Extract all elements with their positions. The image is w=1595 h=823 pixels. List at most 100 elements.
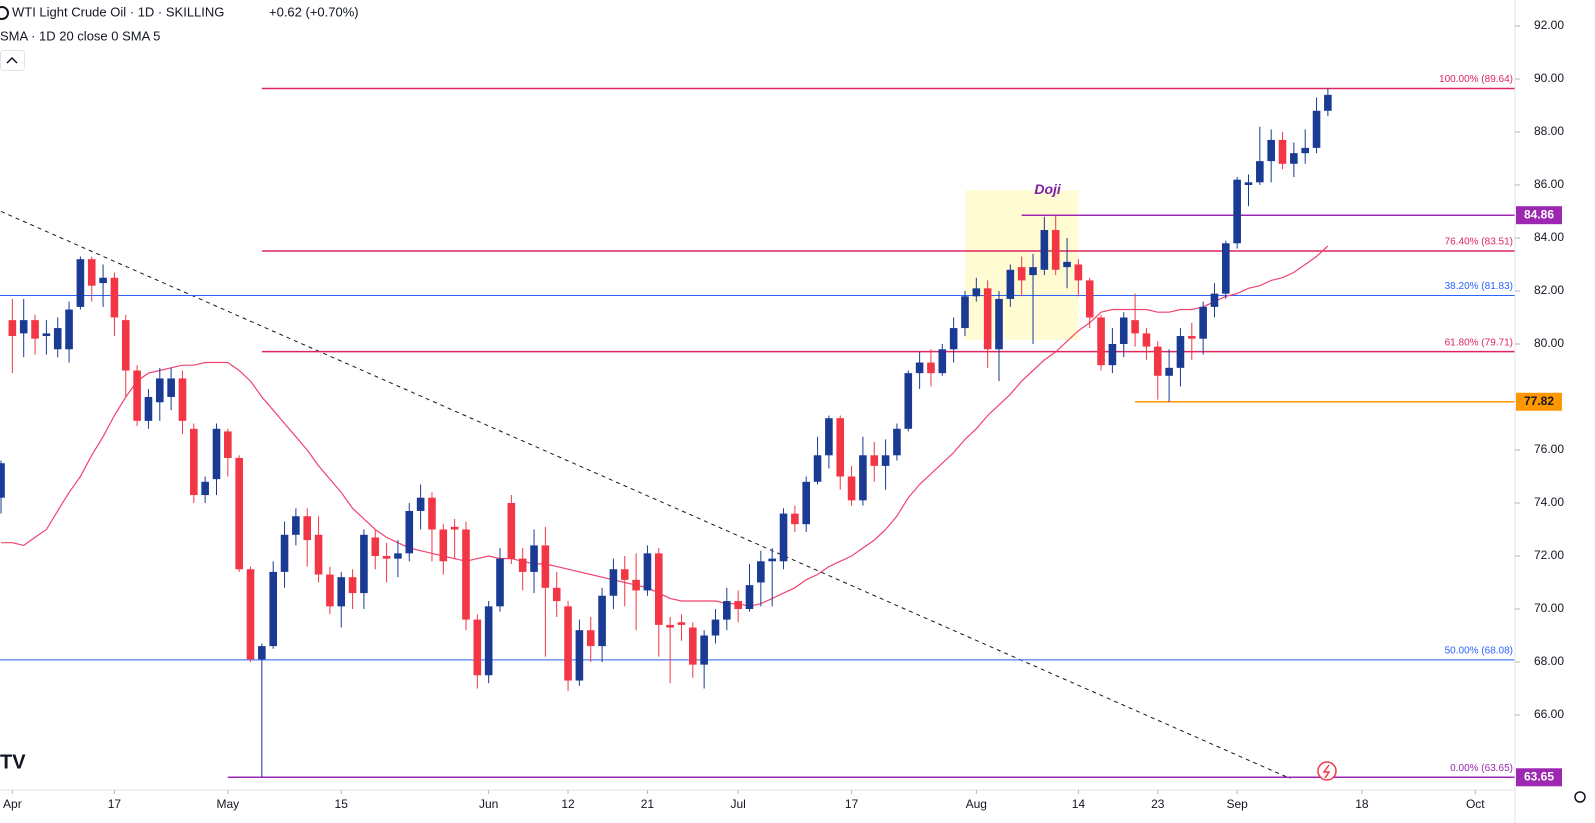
x-tick-label: May: [216, 797, 239, 811]
candle-body: [1199, 306, 1207, 339]
candle-body: [1187, 336, 1196, 339]
candle-body: [337, 577, 346, 607]
price-badge-label: 63.65: [1524, 769, 1554, 783]
candle-body: [473, 619, 482, 676]
candle-body: [870, 455, 879, 466]
y-tick-label: 88.00: [1534, 124, 1564, 138]
candle-body: [201, 481, 209, 496]
candle-body: [360, 534, 368, 594]
candle-body: [745, 585, 754, 609]
candle-body: [167, 378, 175, 397]
collapse-icon: [6, 56, 18, 64]
candle-body: [802, 481, 811, 525]
candle-body: [779, 513, 788, 562]
candle-body: [689, 627, 697, 665]
candle-body: [1210, 293, 1219, 307]
event-icon[interactable]: [1317, 761, 1337, 781]
candle-body: [791, 513, 799, 525]
x-tick-label: 21: [641, 797, 655, 811]
candle-body: [348, 577, 357, 594]
candle-body: [405, 510, 414, 554]
candle-body: [155, 378, 164, 403]
candle-body: [904, 373, 913, 429]
y-tick-label: 72.00: [1534, 548, 1564, 562]
candle-body: [700, 635, 708, 665]
candle-body: [303, 516, 312, 541]
x-tick-label: 17: [108, 797, 122, 811]
candle-body: [949, 328, 958, 350]
price-badge-label: 84.86: [1524, 207, 1554, 221]
candle-body: [983, 288, 992, 350]
candle-body: [734, 601, 742, 609]
candle-body: [258, 646, 266, 660]
candle-body: [42, 333, 51, 337]
candle-body: [0, 463, 5, 498]
indicator-label: SMA · 1D 20 close 0 SMA 5: [0, 28, 160, 43]
y-tick-label: 68.00: [1534, 654, 1564, 668]
price-badge: [1516, 392, 1562, 411]
candle-body: [1165, 367, 1173, 376]
candle-body: [1131, 320, 1139, 334]
collapse-button[interactable]: [0, 50, 25, 71]
candle-body: [87, 259, 96, 286]
candle-body: [541, 545, 550, 588]
candle-body: [972, 288, 981, 297]
candle-body: [1222, 243, 1230, 294]
logo: TV: [0, 751, 26, 773]
candle-body: [586, 630, 595, 647]
candle-body: [768, 558, 776, 562]
candle-body: [1085, 280, 1094, 318]
candle-body: [859, 455, 867, 501]
candle-body: [723, 601, 731, 620]
candle-body: [518, 558, 527, 572]
sma-line: [1, 245, 1329, 607]
candle-body: [394, 553, 402, 559]
level-label: 100.00% (89.64): [1439, 74, 1513, 85]
candle-body: [666, 624, 674, 628]
candle-body: [847, 476, 856, 501]
x-tick-label: 14: [1072, 797, 1086, 811]
candle-body: [462, 529, 470, 620]
candle-body: [1051, 230, 1060, 270]
candle-body: [825, 418, 833, 456]
x-tick-label: 23: [1151, 797, 1165, 811]
candle-body: [326, 574, 334, 607]
candle-body: [1256, 161, 1264, 183]
candle-body: [31, 320, 39, 339]
candle-body: [1278, 139, 1287, 164]
level-label: 76.40% (83.51): [1445, 237, 1513, 248]
candle-body: [371, 537, 380, 556]
doji-label: Doji: [1034, 181, 1062, 197]
y-tick-label: 86.00: [1534, 177, 1564, 191]
candle-body: [893, 428, 901, 456]
x-tick-label: 18: [1355, 797, 1369, 811]
candle-body: [507, 502, 516, 559]
x-tick-label: Apr: [3, 797, 22, 811]
candle-body: [110, 277, 119, 318]
candle-body: [246, 569, 255, 660]
candle-body: [416, 497, 425, 511]
candle-body: [133, 370, 141, 421]
candle-body: [8, 320, 17, 337]
candle-body: [53, 328, 62, 350]
candle-body: [382, 555, 391, 559]
settings-icon[interactable]: [1574, 791, 1586, 803]
plot-area: Doji 100.00% (89.64) 76.40% (83.51) 38.20% …: [0, 74, 1515, 780]
candle-body: [484, 606, 493, 676]
candle-body: [961, 296, 969, 329]
candle-body: [711, 619, 720, 636]
candle-body: [224, 431, 232, 458]
candle-body: [178, 378, 187, 421]
candle-body: [1063, 261, 1071, 268]
candle-body: [1119, 317, 1128, 344]
x-tick-label: 15: [335, 797, 349, 811]
price-badge: [1516, 206, 1562, 225]
candle-body: [1233, 179, 1241, 244]
candle-body: [643, 553, 652, 591]
x-tick-label: Sep: [1226, 797, 1248, 811]
y-tick-label: 80.00: [1534, 336, 1564, 350]
y-tick-label: 92.00: [1534, 18, 1564, 32]
candle-body: [212, 428, 221, 480]
candle-body: [496, 558, 504, 607]
y-tick-label: 82.00: [1534, 283, 1564, 297]
